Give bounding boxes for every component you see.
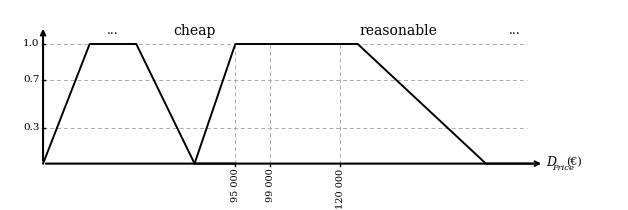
Text: 120 000: 120 000	[336, 168, 345, 209]
Text: 1.0: 1.0	[23, 39, 40, 49]
Text: (€): (€)	[566, 157, 582, 168]
Text: reasonable: reasonable	[360, 24, 438, 38]
Text: ...: ...	[509, 24, 521, 37]
Text: 95 000: 95 000	[231, 168, 240, 202]
Text: 99 000: 99 000	[266, 168, 275, 202]
Text: 0.3: 0.3	[23, 123, 40, 132]
Text: D: D	[546, 156, 556, 169]
Text: cheap: cheap	[173, 24, 216, 38]
Text: Price: Price	[552, 164, 575, 172]
Text: ...: ...	[107, 24, 119, 37]
Text: 0.7: 0.7	[23, 75, 40, 84]
